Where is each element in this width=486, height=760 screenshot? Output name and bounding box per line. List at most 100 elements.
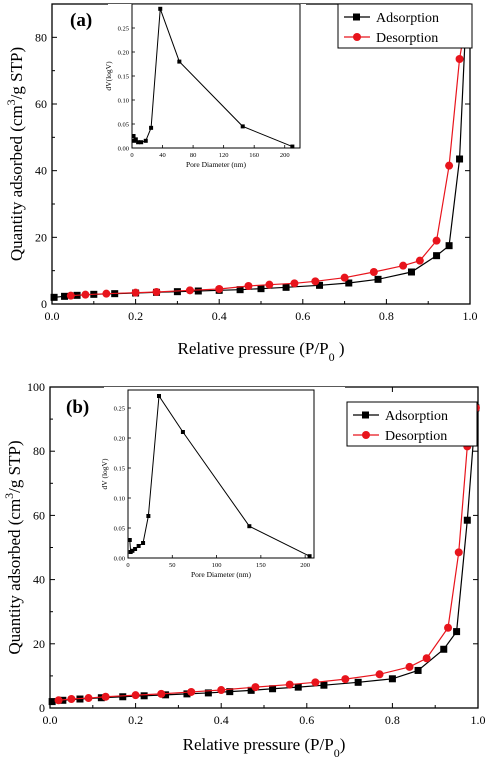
data-point-adsorption [440, 645, 448, 653]
data-point-desorption [102, 289, 111, 298]
data-point-desorption [185, 286, 194, 295]
data-point-desorption [54, 696, 63, 705]
inset-data-point [290, 144, 295, 149]
data-point-adsorption [183, 690, 191, 698]
inset-x-tick-label: 80 [190, 152, 197, 159]
data-point-desorption [66, 291, 75, 300]
x-tick-label: 0.4 [212, 309, 227, 323]
legend: Adsorption Desorption [337, 3, 473, 49]
inset-frame [127, 389, 315, 559]
inset-data-point [136, 544, 141, 548]
data-point-adsorption [320, 681, 328, 689]
inset-x-tick-label: 160 [249, 152, 259, 159]
inset-y-tick-label: 0.15 [118, 74, 129, 81]
data-point-adsorption [236, 286, 244, 294]
data-point-adsorption [463, 516, 471, 524]
data-point-desorption [445, 161, 454, 170]
legend: Adsorption Desorption [346, 401, 478, 447]
inset-x-tick-label: 200 [280, 152, 290, 159]
inset-data-point [180, 430, 185, 434]
x-tick-label: 0.6 [295, 309, 310, 323]
data-point-desorption [251, 683, 260, 692]
x-axis-label: Relative pressure (P/P0) [183, 735, 346, 760]
data-point-adsorption [204, 689, 212, 697]
data-point-desorption [415, 256, 424, 265]
data-point-desorption [444, 623, 453, 632]
inset-data-point [133, 547, 138, 551]
inset-y-tick-label: 0.05 [114, 526, 125, 533]
x-tick-label: 0.2 [128, 713, 143, 727]
legend-label: Desorption [385, 429, 447, 444]
inset-data-point [141, 541, 146, 545]
data-point-adsorption [162, 691, 170, 699]
inset-data-point [177, 59, 182, 64]
data-point-desorption [215, 285, 224, 293]
data-point-adsorption [140, 692, 148, 700]
data-point-desorption [67, 695, 76, 704]
x-tick-label: 0.8 [379, 309, 394, 323]
y-tick-label: 60 [35, 97, 47, 111]
data-point-adsorption [50, 293, 58, 301]
inset-data-point [307, 554, 312, 559]
data-point-adsorption [407, 268, 415, 276]
data-point-desorption [217, 686, 226, 695]
data-point-adsorption [414, 666, 422, 674]
data-point-desorption [131, 288, 140, 297]
data-point-adsorption [257, 285, 265, 293]
inset-x-tick-label: 0 [126, 562, 129, 569]
inset-data-point [247, 524, 252, 529]
data-point-adsorption [374, 275, 382, 283]
data-point-adsorption [294, 683, 302, 691]
legend-box [346, 401, 478, 447]
inset-x-tick-label: 100 [212, 562, 222, 569]
y-tick-label: 20 [33, 637, 45, 651]
x-tick-label: 0.4 [214, 713, 229, 727]
y-axis-label: Quantity adsorbed (cm3/g STP) [4, 47, 26, 261]
inset-y-axis-label: dV (logV) [100, 458, 109, 489]
y-tick-label: 40 [33, 573, 45, 587]
data-point-adsorption [345, 279, 353, 287]
legend-marker [362, 431, 370, 439]
inset-data-point [143, 138, 148, 143]
inset-data-point [127, 538, 132, 542]
data-point-adsorption [316, 281, 324, 289]
y-tick-label: 80 [33, 444, 45, 458]
y-tick-label: 0 [39, 701, 45, 715]
y-tick-label: 100 [27, 380, 45, 394]
data-point-desorption [422, 654, 431, 663]
legend-marker [362, 411, 369, 419]
data-point-adsorption [388, 675, 396, 683]
data-point-adsorption [48, 698, 56, 706]
inset-y-tick-label: 0.05 [118, 122, 129, 129]
inset-chart: 0 40 80 120 160 200 0.00 0.05 0.10 0.15 0.20 0.25 Po… [104, 3, 306, 172]
data-point-desorption [341, 675, 350, 684]
inset-x-tick-label: 40 [159, 152, 166, 159]
inset-data-point [136, 140, 141, 145]
inset-data-point [130, 548, 135, 553]
data-point-desorption [454, 548, 463, 557]
y-tick-label: 80 [35, 30, 47, 44]
data-point-desorption [265, 280, 274, 289]
inset-data-point [240, 124, 245, 129]
data-point-adsorption [119, 693, 127, 701]
inset-x-axis-label: Pore Diameter (nm) [186, 160, 246, 169]
legend-box [337, 3, 473, 49]
panel-label: (b) [66, 397, 89, 418]
y-tick-label: 40 [35, 164, 47, 178]
data-point-adsorption [226, 688, 234, 696]
chart-panel-b: 0.0 0.2 0.4 0.6 0.8 1.0 0 20 40 60 80 100 Relative p… [2, 380, 486, 760]
legend-marker [353, 33, 361, 41]
inset-y-axis-label: dV(logV) [104, 61, 113, 91]
data-point-desorption [81, 290, 90, 299]
inset-data-point [149, 125, 154, 130]
x-tick-label: 0.0 [45, 309, 60, 323]
data-point-desorption [290, 279, 299, 288]
data-point-adsorption [61, 292, 69, 300]
x-tick-label: 0.6 [299, 713, 314, 727]
data-point-desorption [399, 261, 408, 270]
inset-y-tick-label: 0.00 [114, 556, 125, 563]
inset-y-tick-label: 0.10 [114, 496, 125, 503]
data-point-adsorption [173, 288, 181, 296]
inset-x-tick-label: 150 [256, 562, 266, 569]
inset-y-tick-label: 0.20 [118, 50, 129, 57]
